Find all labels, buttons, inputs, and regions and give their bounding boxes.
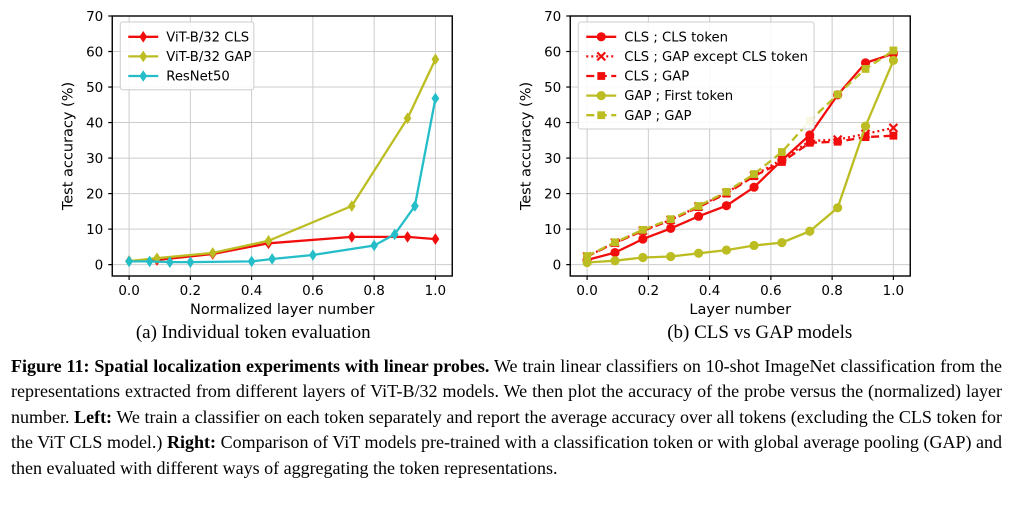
legend-label: ViT-B/32 CLS <box>166 30 249 45</box>
caption-right-label: Right: <box>167 432 216 453</box>
series-resnet50 <box>125 92 440 268</box>
svg-text:40: 40 <box>544 115 561 131</box>
x-axis-label: Layer number <box>689 302 791 318</box>
panel-a: 0.0 0.2 0.4 0.6 0.8 1.0 0 10 20 30 40 50 60 70 Normali… <box>0 4 507 344</box>
legend: CLS ; CLS token CLS ; GAP except CLS toke… <box>577 21 815 130</box>
tick-marks <box>108 15 437 280</box>
svg-text:10: 10 <box>544 222 561 238</box>
svg-text:60: 60 <box>544 44 561 60</box>
legend-label: CLS ; GAP except CLS token <box>624 50 808 65</box>
tick-labels: 0.0 0.2 0.4 0.6 0.8 1.0 0 10 20 30 40 50 60 70 <box>86 9 446 299</box>
svg-text:0.4: 0.4 <box>241 283 262 299</box>
caption-bold-intro: Figure 11: Spatial localization experime… <box>11 356 490 376</box>
svg-text:0.8: 0.8 <box>821 283 842 299</box>
svg-text:0.2: 0.2 <box>637 283 658 299</box>
subcaption-a: (a) Individual token evaluation <box>135 322 371 343</box>
svg-text:0.0: 0.0 <box>118 283 139 299</box>
svg-text:0.6: 0.6 <box>302 283 323 299</box>
svg-text:0.4: 0.4 <box>698 283 719 299</box>
svg-text:70: 70 <box>544 9 561 25</box>
svg-text:0.6: 0.6 <box>760 283 781 299</box>
caption-left-label: Left: <box>74 406 113 427</box>
svg-text:30: 30 <box>86 151 103 167</box>
x-axis-label: Normalized layer number <box>190 302 374 318</box>
axes-frame <box>111 15 453 277</box>
axes-frame <box>569 15 911 277</box>
y-axis-label: Test accuracy (%) <box>60 82 76 211</box>
svg-text:0.0: 0.0 <box>576 283 597 299</box>
legend-label: ResNet50 <box>166 70 229 85</box>
svg-text:70: 70 <box>86 9 103 25</box>
svg-text:0: 0 <box>95 257 104 273</box>
legend-label: ViT-B/32 GAP <box>166 50 251 65</box>
y-axis-label: Test accuracy (%) <box>518 82 534 211</box>
subcaption-b: (b) CLS vs GAP models <box>667 322 853 343</box>
svg-text:40: 40 <box>86 115 103 131</box>
panel-b: 0.0 0.2 0.4 0.6 0.8 1.0 0 10 20 30 40 50 60 70 Layer n… <box>507 4 1013 344</box>
chart-b-cls-vs-gap-models: 0.0 0.2 0.4 0.6 0.8 1.0 0 10 20 30 40 50 60 70 Layer n… <box>518 9 911 318</box>
svg-text:0: 0 <box>552 257 561 273</box>
legend-label: GAP ; GAP <box>624 109 691 124</box>
svg-text:0.2: 0.2 <box>180 283 201 299</box>
series-cls-gap-except-cls-token <box>581 123 898 262</box>
caption-part2: We train a classifier on each token sepa… <box>11 406 1003 453</box>
svg-text:0.8: 0.8 <box>363 283 384 299</box>
figure-panels: 0.0 0.2 0.4 0.6 0.8 1.0 0 10 20 30 40 50 60 70 Normali… <box>0 4 1013 344</box>
figure-caption: Figure 11: Spatial localization experime… <box>11 354 1002 481</box>
chart-a-individual-token-evaluation: 0.0 0.2 0.4 0.6 0.8 1.0 0 10 20 30 40 50 60 70 Normali… <box>60 9 453 318</box>
svg-text:10: 10 <box>86 222 103 238</box>
series-gap-first-token <box>581 55 898 268</box>
tick-labels: 0.0 0.2 0.4 0.6 0.8 1.0 0 10 20 30 40 50 60 70 <box>544 9 904 299</box>
svg-text:20: 20 <box>86 186 103 202</box>
svg-text:20: 20 <box>544 186 561 202</box>
legend-label: GAP ; First token <box>624 89 733 104</box>
legend-label: CLS ; CLS token <box>624 30 728 45</box>
legend: ViT-B/32 CLS ViT-B/32 GAP ResNet50 <box>119 21 255 91</box>
svg-text:50: 50 <box>86 80 103 96</box>
svg-text:1.0: 1.0 <box>425 283 446 299</box>
tick-marks <box>565 15 894 280</box>
svg-text:60: 60 <box>86 44 103 60</box>
svg-text:30: 30 <box>544 151 561 167</box>
caption-part1: We train linear classifiers on 10-shot I… <box>11 356 1002 427</box>
svg-text:50: 50 <box>544 80 561 96</box>
legend-label: CLS ; GAP <box>624 70 689 85</box>
caption-part3: Comparison of ViT models pre-trained wit… <box>11 432 1003 478</box>
svg-text:1.0: 1.0 <box>882 283 903 299</box>
